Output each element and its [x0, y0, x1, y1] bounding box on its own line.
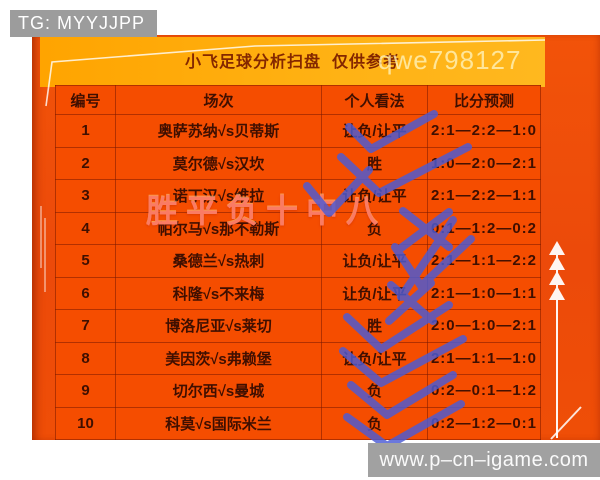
score-prediction: 2:1—2:2—1:0 [427, 114, 541, 148]
site-url-watermark: www.p–cn–igame.com [368, 443, 600, 477]
poster-card: 小飞足球分析扫盘 仅供参考 qwe798127 编号 场次 个人看法 比分预测 … [32, 35, 600, 440]
opinion-value: 让负/让平 [321, 341, 428, 375]
opinion-value: 让负/让平 [321, 244, 428, 278]
table-row: 3 诺丁汉√s维拉 让负/让平 2:1—2:2—1:1 [55, 179, 541, 213]
score-prediction: 0:2—0:1—1:2 [427, 374, 541, 408]
table-row: 5 桑德兰√s热刺 让负/让平 2:1—1:1—2:2 [55, 244, 541, 278]
row-number: 3 [55, 179, 116, 213]
match-name: 桑德兰√s热刺 [115, 244, 322, 278]
match-name: 科莫√s国际米兰 [115, 406, 322, 440]
table-row: 1 奥萨苏纳√s贝蒂斯 让负/让平 2:1—2:2—1:0 [55, 114, 541, 148]
table-row: 6 科隆√s不来梅 让负/让平 2:1—1:0—1:1 [55, 276, 541, 310]
match-name: 诺丁汉√s维拉 [115, 179, 322, 213]
id-watermark: qwe798127 [378, 45, 522, 75]
match-name: 帕尔马√s那不勒斯 [115, 211, 322, 245]
tg-watermark: TG: MYYJJPP [10, 10, 158, 37]
opinion-value: 胜 [321, 146, 428, 180]
match-name: 美因茨√s弗赖堡 [115, 341, 322, 375]
row-number: 1 [55, 114, 116, 148]
opinion-value: 胜 [321, 309, 428, 343]
score-prediction: 2:1—1:1—1:0 [427, 341, 541, 375]
row-number: 8 [55, 341, 116, 375]
table-row: 4 帕尔马√s那不勒斯 负 0:1—1:2—0:2 [55, 211, 541, 245]
score-prediction: 2:1—1:1—2:2 [427, 244, 541, 278]
table-row: 8 美因茨√s弗赖堡 让负/让平 2:1—1:1—1:0 [55, 341, 541, 375]
table-row: 10 科莫√s国际米兰 负 0:2—1:2—0:1 [55, 406, 541, 440]
header-opinion: 个人看法 [321, 85, 428, 115]
opinion-value: 负 [321, 211, 428, 245]
match-name: 奥萨苏纳√s贝蒂斯 [115, 114, 322, 148]
header-match: 场次 [115, 85, 322, 115]
row-number: 5 [55, 244, 116, 278]
opinion-value: 让负/让平 [321, 276, 428, 310]
score-prediction: 2:0—1:0—2:1 [427, 309, 541, 343]
table-row: 7 博洛尼亚√s莱切 胜 2:0—1:0—2:1 [55, 309, 541, 343]
table-row: 9 切尔西√s曼城 负 0:2—0:1—1:2 [55, 374, 541, 408]
match-name: 莫尔德√s汉坎 [115, 146, 322, 180]
row-number: 9 [55, 374, 116, 408]
score-prediction: 1:0—2:0—2:1 [427, 146, 541, 180]
opinion-value: 让负/让平 [321, 114, 428, 148]
table-header-row: 编号 场次 个人看法 比分预测 [55, 85, 541, 115]
score-prediction: 0:2—1:2—0:1 [427, 406, 541, 440]
row-number: 4 [55, 211, 116, 245]
match-name: 博洛尼亚√s莱切 [115, 309, 322, 343]
table-row: 2 莫尔德√s汉坎 胜 1:0—2:0—2:1 [55, 146, 541, 180]
opinion-value: 负 [321, 374, 428, 408]
score-prediction: 2:1—2:2—1:1 [427, 179, 541, 213]
header-number: 编号 [55, 85, 116, 115]
header-score: 比分预测 [427, 85, 541, 115]
score-prediction: 2:1—1:0—1:1 [427, 276, 541, 310]
row-number: 7 [55, 309, 116, 343]
row-number: 10 [55, 406, 116, 440]
match-name: 科隆√s不来梅 [115, 276, 322, 310]
row-number: 6 [55, 276, 116, 310]
row-number: 2 [55, 146, 116, 180]
match-name: 切尔西√s曼城 [115, 374, 322, 408]
opinion-value: 让负/让平 [321, 179, 428, 213]
score-prediction: 0:1—1:2—0:2 [427, 211, 541, 245]
predictions-table: 编号 场次 个人看法 比分预测 1 奥萨苏纳√s贝蒂斯 让负/让平 2:1—2:… [55, 85, 541, 440]
opinion-value: 负 [321, 406, 428, 440]
